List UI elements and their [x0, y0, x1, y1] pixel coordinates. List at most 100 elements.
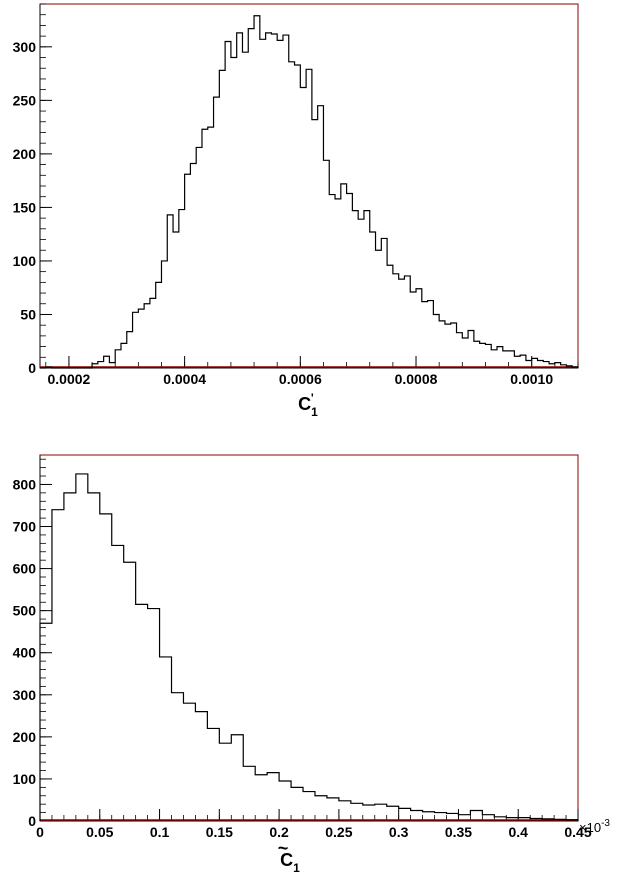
- histogram-bin: [416, 289, 422, 368]
- histogram-bin: [190, 164, 196, 368]
- histogram-bin: [399, 279, 405, 368]
- y-tick-label: 300: [13, 687, 37, 703]
- histogram-c1-tilde: 0 100 200 300 400 500 600 700 800 0 0.05 0.1 0.15 0.…: [13, 454, 610, 875]
- y-tick-label: 100: [13, 253, 37, 269]
- y-tick-label: 0: [28, 360, 36, 376]
- histogram-bin: [219, 70, 225, 368]
- histogram-bin: [88, 493, 100, 821]
- histogram-bin: [173, 232, 179, 368]
- histogram-bin: [370, 232, 376, 368]
- histogram-bin: [115, 350, 121, 368]
- histogram-bin: [185, 174, 191, 368]
- bars: [39, 473, 579, 821]
- histogram-bin: [267, 773, 279, 821]
- histogram-bin: [219, 743, 231, 821]
- x-axis: 0.0002 0.0004 0.0006 0.0008 0.0010: [40, 356, 579, 387]
- y-tick-label: 50: [20, 306, 36, 322]
- histogram-bin: [138, 309, 144, 368]
- histogram-bin: [283, 35, 289, 368]
- histogram-bin: [503, 351, 509, 368]
- histogram-bin: [104, 356, 110, 368]
- x-tick-label: 0.2: [269, 824, 289, 840]
- x-tick-label: 0.0008: [395, 371, 438, 387]
- histogram-outline: [40, 15, 579, 369]
- histogram-bin: [439, 321, 445, 368]
- histogram-bin: [375, 804, 387, 821]
- histogram-bin: [207, 728, 219, 821]
- histogram-bin: [167, 215, 173, 368]
- histogram-bin: [497, 347, 503, 368]
- histogram-bin: [64, 493, 76, 821]
- plot-frame: [39, 454, 579, 822]
- x-tick-label: 0.15: [206, 824, 233, 840]
- histogram-bin: [312, 120, 318, 368]
- histogram-bin: [208, 127, 214, 368]
- histogram-bin: [393, 274, 399, 368]
- plot-frame: [39, 3, 579, 369]
- histogram-bin: [112, 545, 124, 821]
- histogram-bin: [254, 16, 260, 368]
- histogram-bin: [144, 304, 150, 368]
- histogram-bin: [520, 355, 526, 368]
- histogram-bin: [291, 787, 303, 821]
- histogram-bin: [121, 343, 127, 368]
- histogram-bin: [468, 331, 474, 368]
- histogram-bin: [485, 344, 491, 368]
- y-tick-label: 400: [13, 645, 37, 661]
- histogram-bin: [237, 33, 243, 368]
- histogram-bin: [315, 796, 327, 821]
- y-tick-label: 600: [13, 561, 37, 577]
- x-tick-label: 0.35: [445, 824, 472, 840]
- histogram-bin: [318, 106, 324, 368]
- histogram-outline: [39, 473, 579, 821]
- histogram-bin: [271, 34, 277, 368]
- histogram-bin: [260, 39, 266, 368]
- histogram-bin: [404, 276, 410, 368]
- histogram-bin: [509, 351, 515, 368]
- histogram-bin: [255, 775, 267, 821]
- histogram-bin: [156, 282, 162, 368]
- histogram-bin: [433, 314, 439, 368]
- y-tick-label: 200: [13, 146, 37, 162]
- histogram-bin: [242, 52, 248, 368]
- histogram-bin: [451, 323, 457, 368]
- x-tick-label: 0.0010: [510, 371, 553, 387]
- histogram-bin: [376, 250, 382, 368]
- x-axis-multiplier: ×10-3: [579, 818, 610, 835]
- histogram-bin: [183, 703, 195, 821]
- histogram-bin: [243, 766, 255, 821]
- histogram-bin: [100, 514, 112, 821]
- histogram-bin: [306, 69, 312, 368]
- histogram-bin: [351, 803, 363, 821]
- histogram-bin: [387, 265, 393, 368]
- histogram-bin: [329, 195, 335, 368]
- x-tick-label: 0.4: [508, 824, 528, 840]
- x-tick-label: 0.0006: [279, 371, 322, 387]
- y-tick-label: 500: [13, 603, 37, 619]
- x-axis: 0 0.05 0.1 0.15 0.2 0.25 0.3 0.35 0.4 0.45: [36, 809, 592, 840]
- histogram-bin: [327, 798, 339, 821]
- histogram-bin: [339, 801, 351, 821]
- histogram-bin: [358, 219, 364, 368]
- histogram-bin: [277, 40, 283, 368]
- y-tick-label: 200: [13, 729, 37, 745]
- y-tick-label: 100: [13, 771, 37, 787]
- histogram-bin: [387, 806, 399, 821]
- histogram-bin: [410, 292, 416, 368]
- histogram-bin: [124, 562, 136, 821]
- histogram-bin: [202, 129, 208, 368]
- histogram-bin: [248, 29, 254, 368]
- histogram-bin: [341, 184, 347, 368]
- y-axis: 0 50 100 150 200 250 300: [13, 3, 52, 376]
- histogram-bin: [474, 341, 480, 368]
- histogram-bin: [300, 88, 306, 368]
- y-axis: 0 100 200 300 400 500 600 700 800: [13, 455, 52, 829]
- histogram-bin: [196, 147, 202, 368]
- histogram-bin: [352, 211, 358, 368]
- x-tick-label: 0.05: [86, 824, 113, 840]
- histogram-bin: [231, 735, 243, 821]
- histogram-bin: [214, 97, 220, 368]
- histogram-bin: [160, 657, 172, 821]
